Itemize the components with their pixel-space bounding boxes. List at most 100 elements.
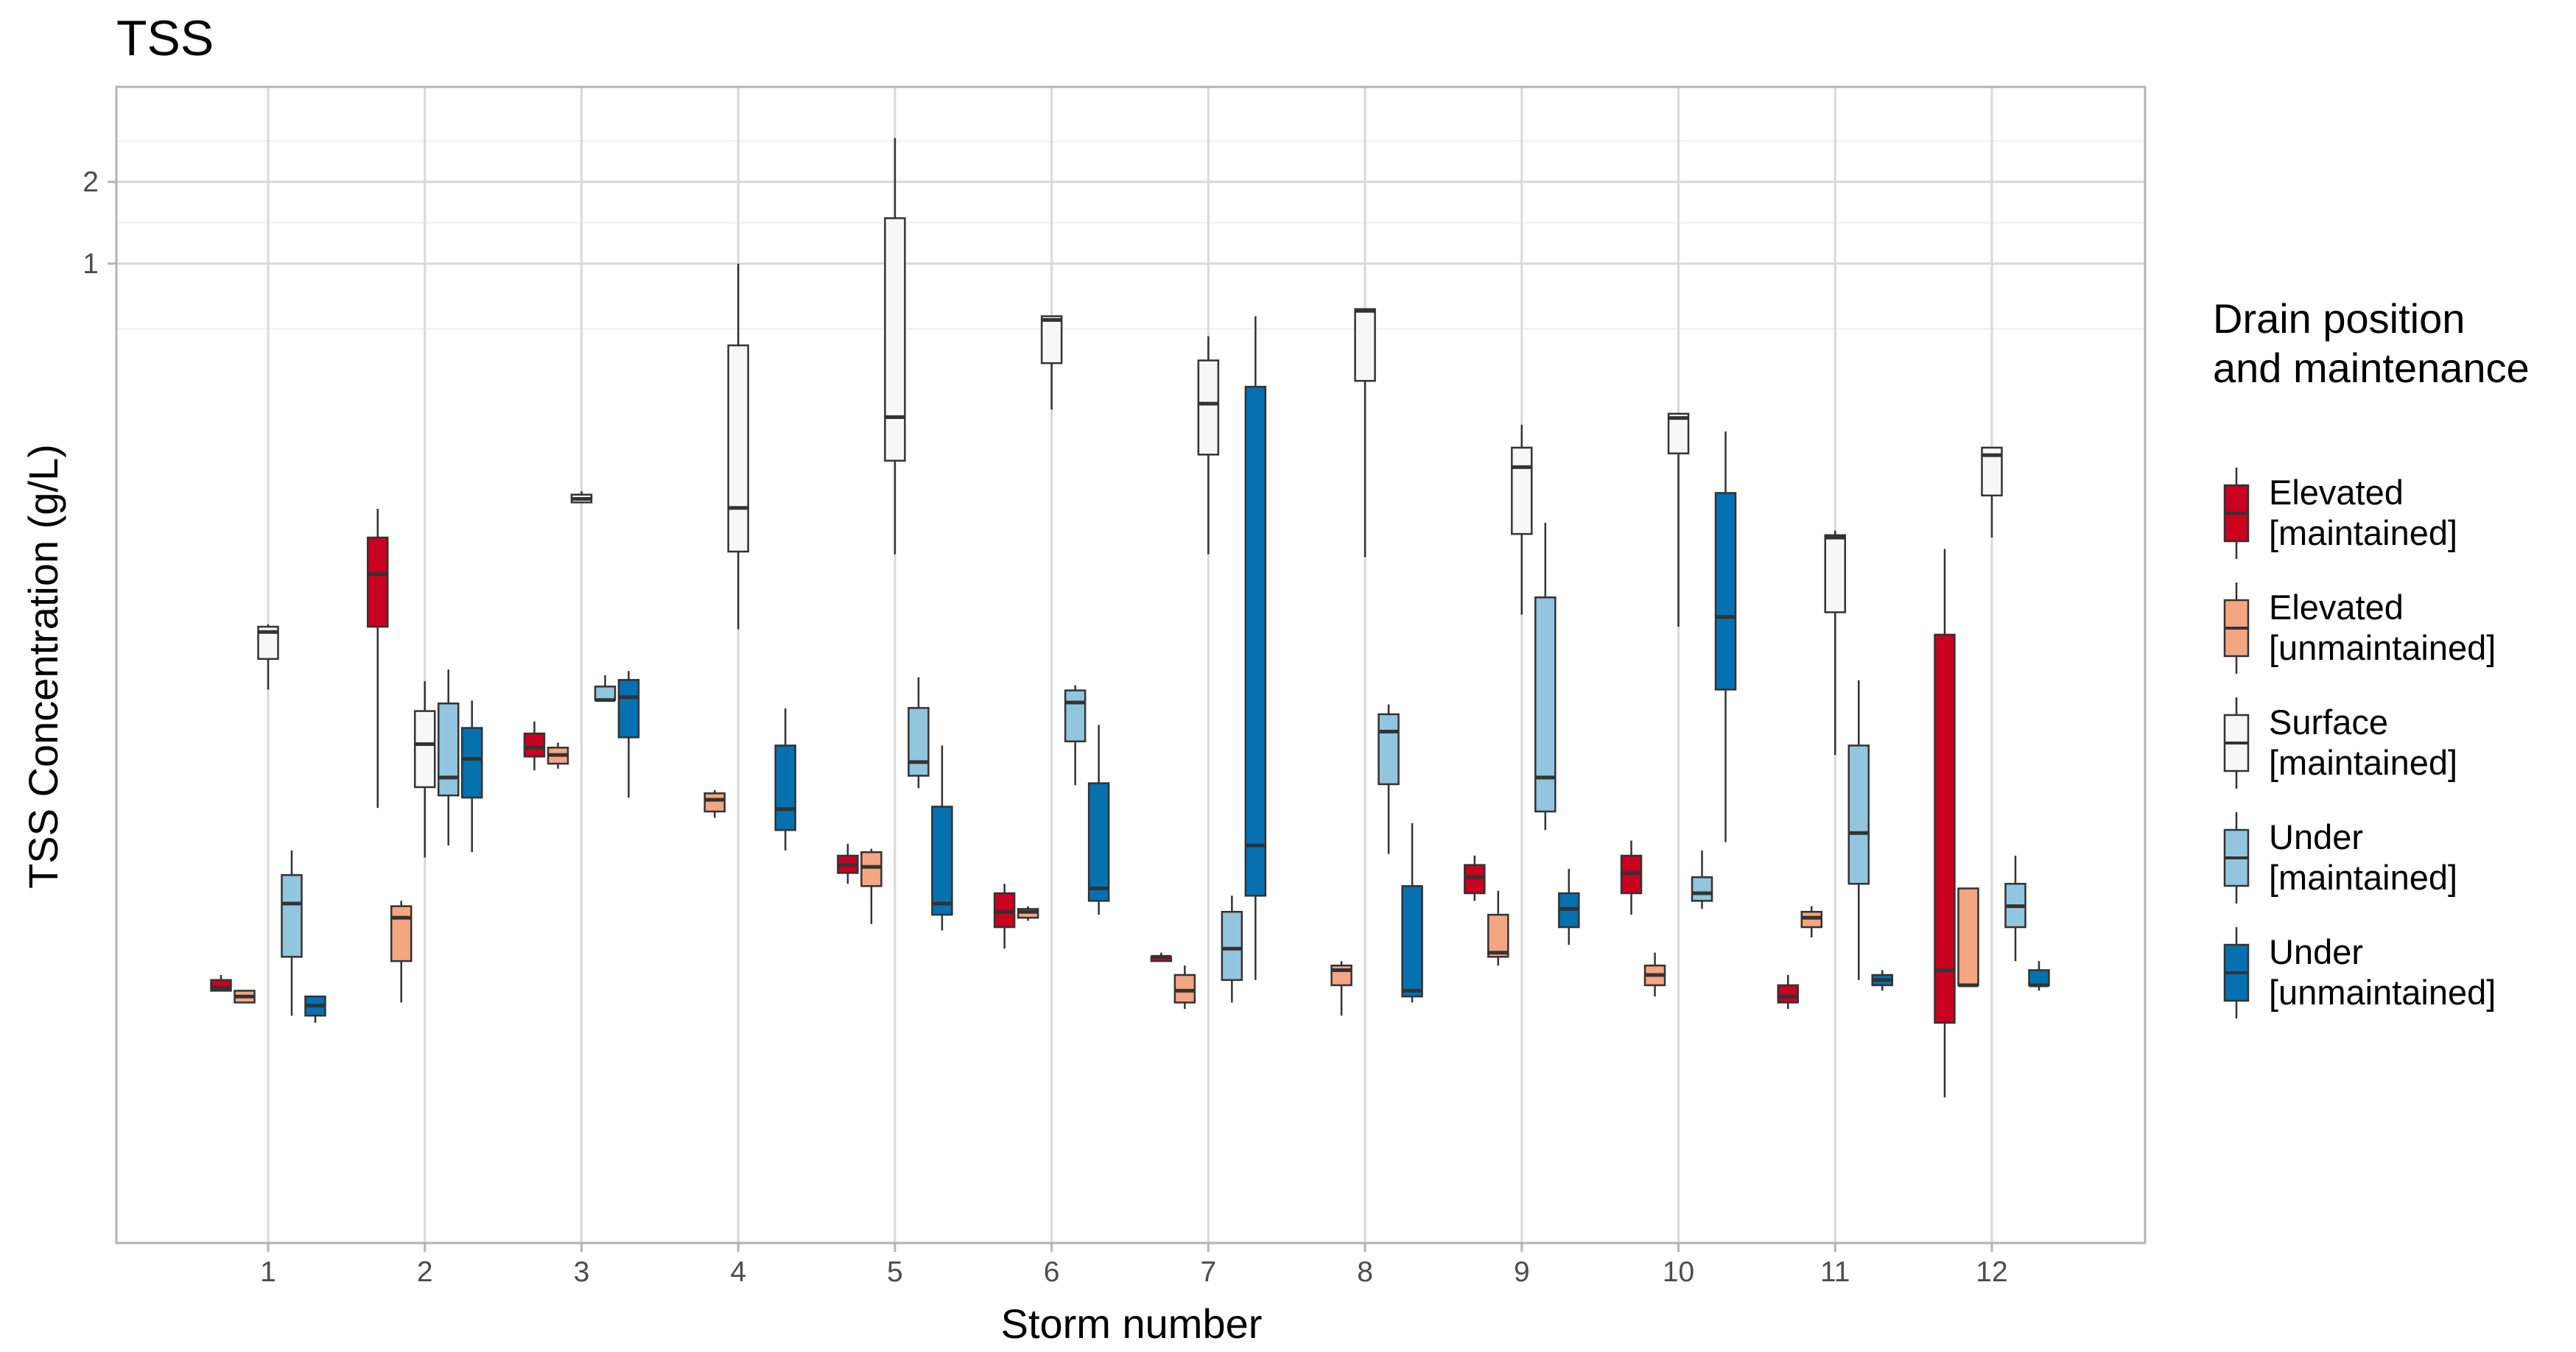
box-elevated-unmaintained--storm-8 [1330, 961, 1352, 1016]
box-under-unmaintained--storm-12 [2028, 961, 2050, 991]
box-iqr [617, 679, 640, 739]
box-under-maintained--storm-5 [908, 677, 930, 789]
box-iqr [1847, 744, 1870, 885]
y-tick-label: 2 [83, 166, 99, 198]
box-under-unmaintained--storm-7 [1244, 316, 1267, 980]
box-surface-maintained--storm-3 [570, 491, 593, 504]
box-under-maintained--storm-1 [281, 850, 303, 1016]
box-iqr [390, 905, 413, 962]
box-iqr [884, 217, 906, 462]
box-under-unmaintained--storm-5 [931, 745, 953, 931]
legend-item: Elevated[unmaintained] [2223, 582, 2496, 674]
box-elevated-maintained--storm-12 [1934, 549, 1956, 1098]
legend-label: [unmaintained] [2269, 628, 2496, 667]
box-under-maintained--storm-8 [1378, 704, 1400, 854]
box-elevated-unmaintained--storm-6 [1017, 906, 1039, 921]
box-elevated-maintained--storm-5 [837, 843, 859, 884]
box-iqr [1197, 359, 1220, 456]
box-iqr [366, 536, 389, 628]
x-tick-label: 3 [574, 1256, 590, 1288]
box-elevated-unmaintained--storm-5 [860, 848, 882, 924]
box-iqr [1378, 713, 1400, 786]
box-surface-maintained--storm-8 [1354, 308, 1376, 557]
legend-item: Elevated[maintained] [2223, 468, 2457, 559]
legend-label: [unmaintained] [2269, 973, 2496, 1012]
box-elevated-unmaintained--storm-9 [1487, 890, 1509, 966]
box-iqr [1667, 412, 1690, 454]
box-iqr [1064, 689, 1087, 743]
box-under-unmaintained--storm-11 [1871, 970, 1894, 991]
box-iqr [1464, 864, 1486, 895]
box-under-maintained--storm-7 [1221, 895, 1243, 1003]
chart-title: TSS [116, 10, 214, 66]
box-elevated-unmaintained--storm-1 [234, 990, 256, 1004]
box-surface-maintained--storm-10 [1667, 412, 1690, 627]
box-elevated-unmaintained--storm-2 [390, 901, 413, 1003]
x-tick-label: 1 [260, 1256, 276, 1288]
box-under-unmaintained--storm-10 [1714, 431, 1737, 842]
legend-item: Under[unmaintained] [2223, 927, 2496, 1018]
x-tick-label: 4 [730, 1256, 746, 1288]
legend-label: Elevated [2269, 588, 2404, 627]
plot-panel [116, 87, 2145, 1243]
box-surface-maintained--storm-4 [727, 264, 749, 630]
box-iqr [437, 703, 460, 797]
box-elevated-maintained--storm-1 [210, 975, 232, 992]
box-iqr [460, 727, 483, 799]
y-tick-label: 1 [83, 248, 99, 280]
box-iqr [727, 344, 749, 553]
box-surface-maintained--storm-6 [1040, 315, 1063, 410]
legend-item: Under[maintained] [2223, 812, 2457, 904]
box-surface-maintained--storm-2 [413, 680, 436, 858]
legend-item: Surface[maintained] [2223, 697, 2457, 789]
box-surface-maintained--storm-11 [1824, 530, 1847, 756]
box-under-maintained--storm-9 [1534, 523, 1557, 831]
box-iqr [1691, 876, 1713, 902]
box-iqr [281, 874, 303, 958]
box-under-unmaintained--storm-8 [1401, 823, 1423, 1003]
box-under-unmaintained--storm-3 [617, 671, 640, 798]
boxes-layer [210, 138, 2050, 1098]
legend-label: Under [2269, 817, 2363, 856]
box-iqr [1354, 308, 1376, 382]
box-elevated-unmaintained--storm-11 [1800, 906, 1823, 938]
x-axis-title: Storm number [1001, 1300, 1263, 1347]
box-under-unmaintained--storm-1 [304, 995, 326, 1023]
x-tick-label: 10 [1663, 1256, 1694, 1288]
x-tick-label: 6 [1044, 1256, 1060, 1288]
box-iqr [1487, 913, 1509, 958]
box-iqr [1173, 973, 1196, 1004]
legend-label: Surface [2269, 703, 2388, 742]
box-iqr [413, 710, 436, 789]
axes-layer: 121 2 3 4 5 6 7 8 9 10 11 12 [83, 85, 2147, 1288]
legend-label: Elevated [2269, 473, 2404, 512]
box-under-maintained--storm-6 [1064, 685, 1087, 786]
box-under-unmaintained--storm-2 [460, 700, 483, 853]
box-elevated-unmaintained--storm-10 [1643, 952, 1666, 997]
legend-label: Under [2269, 932, 2363, 971]
box-under-maintained--storm-11 [1847, 680, 1870, 980]
x-tick-label: 9 [1514, 1256, 1530, 1288]
x-tick-label: 8 [1357, 1256, 1373, 1288]
x-tick-label: 11 [1820, 1256, 1850, 1288]
box-iqr [860, 851, 882, 887]
legend-label: [maintained] [2269, 743, 2457, 782]
box-iqr [1934, 633, 1956, 1024]
box-elevated-unmaintained--storm-4 [703, 790, 726, 818]
box-surface-maintained--storm-12 [1981, 446, 2003, 538]
box-iqr [774, 744, 796, 831]
box-surface-maintained--storm-7 [1197, 336, 1220, 554]
box-under-unmaintained--storm-6 [1087, 725, 1110, 915]
box-elevated-maintained--storm-2 [366, 509, 389, 809]
box-elevated-maintained--storm-3 [523, 721, 546, 771]
box-under-maintained--storm-10 [1691, 850, 1713, 909]
box-under-unmaintained--storm-9 [1558, 868, 1580, 946]
box-iqr [1714, 492, 1737, 691]
box-iqr [931, 806, 953, 916]
box-elevated-maintained--storm-11 [1777, 975, 1800, 1010]
legend-title: Drain position [2213, 295, 2465, 342]
box-elevated-unmaintained--storm-7 [1173, 965, 1196, 1010]
x-tick-label: 5 [887, 1256, 903, 1288]
